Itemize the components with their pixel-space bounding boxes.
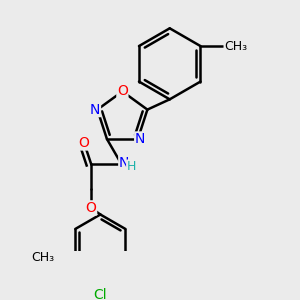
Text: O: O [86,201,97,215]
Text: O: O [78,136,89,150]
Text: N: N [90,103,101,117]
Text: N: N [119,156,129,170]
Text: Cl: Cl [94,288,107,300]
Text: O: O [117,84,128,98]
Text: N: N [135,132,145,146]
Text: H: H [127,160,136,173]
Text: CH₃: CH₃ [224,40,247,52]
Text: CH₃: CH₃ [31,251,54,264]
